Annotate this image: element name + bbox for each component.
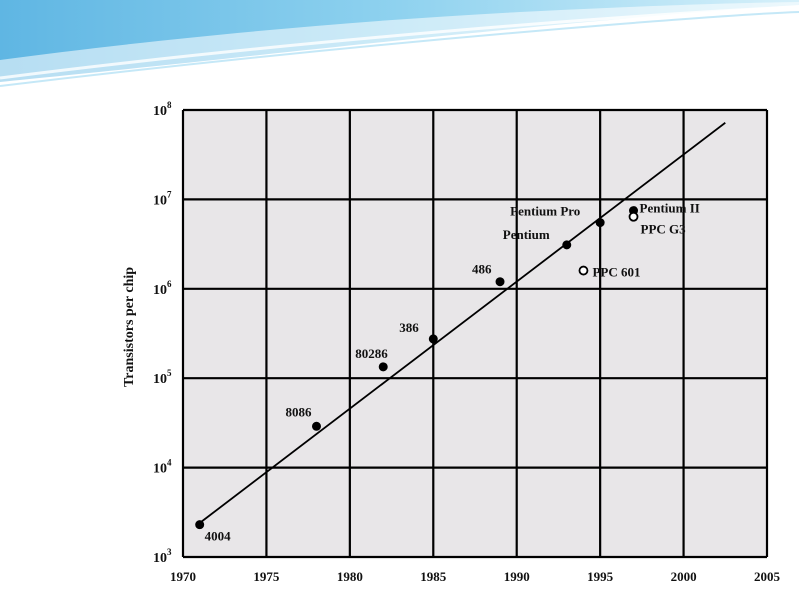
data-point-marker: [428, 334, 438, 344]
data-point-label: 80286: [355, 346, 388, 361]
data-point-marker: [578, 265, 589, 276]
data-point-label: Pentium: [503, 227, 550, 242]
x-tick-label: 2005: [754, 569, 781, 584]
x-tick-label: 1995: [587, 569, 614, 584]
data-point-marker: [311, 421, 321, 431]
trend-line: [199, 122, 726, 524]
y-tick-label: 107: [153, 189, 172, 208]
x-tick-label: 1975: [253, 569, 280, 584]
x-tick-label: 2000: [671, 569, 697, 584]
data-point-marker: [495, 277, 505, 287]
data-point-label: PPC G3: [641, 222, 687, 237]
data-point-marker: [562, 240, 572, 250]
data-point-marker: [628, 211, 639, 222]
data-point-marker: [378, 362, 388, 372]
data-points: 4004 8086 80286 386 486 Pentium Pentium Pro Pen…: [195, 201, 700, 544]
x-tick-label: 1985: [420, 569, 447, 584]
y-tick-label: 106: [153, 279, 172, 298]
y-axis-label: Transistors per chip: [122, 267, 137, 387]
data-point-label: Pentium Pro: [510, 204, 580, 219]
y-axis-ticks: 103 104 105 106 107 108: [153, 100, 172, 566]
y-tick-label: 104: [153, 458, 172, 477]
data-point-label: 4004: [205, 529, 232, 544]
data-point-label: Pentium II: [640, 201, 700, 216]
y-tick-label: 105: [153, 368, 172, 387]
data-point-label: 486: [472, 262, 492, 277]
data-point-label: 386: [399, 320, 419, 335]
y-tick-label: 108: [153, 100, 172, 119]
y-tick-label: 103: [153, 547, 172, 566]
data-point-label: PPC 601: [592, 265, 640, 280]
data-point-marker: [195, 520, 205, 530]
x-tick-label: 1990: [504, 569, 530, 584]
grid-lines: [181, 108, 769, 559]
x-tick-label: 1970: [170, 569, 196, 584]
data-point-label: 8086: [285, 404, 312, 419]
data-point-marker: [595, 218, 605, 228]
x-tick-label: 1980: [337, 569, 363, 584]
decorative-wave-banner: [0, 0, 799, 88]
plot-area: [183, 110, 767, 557]
x-axis-ticks: 1970 1975 1980 1985 1990 1995 2000 2005: [170, 569, 781, 584]
